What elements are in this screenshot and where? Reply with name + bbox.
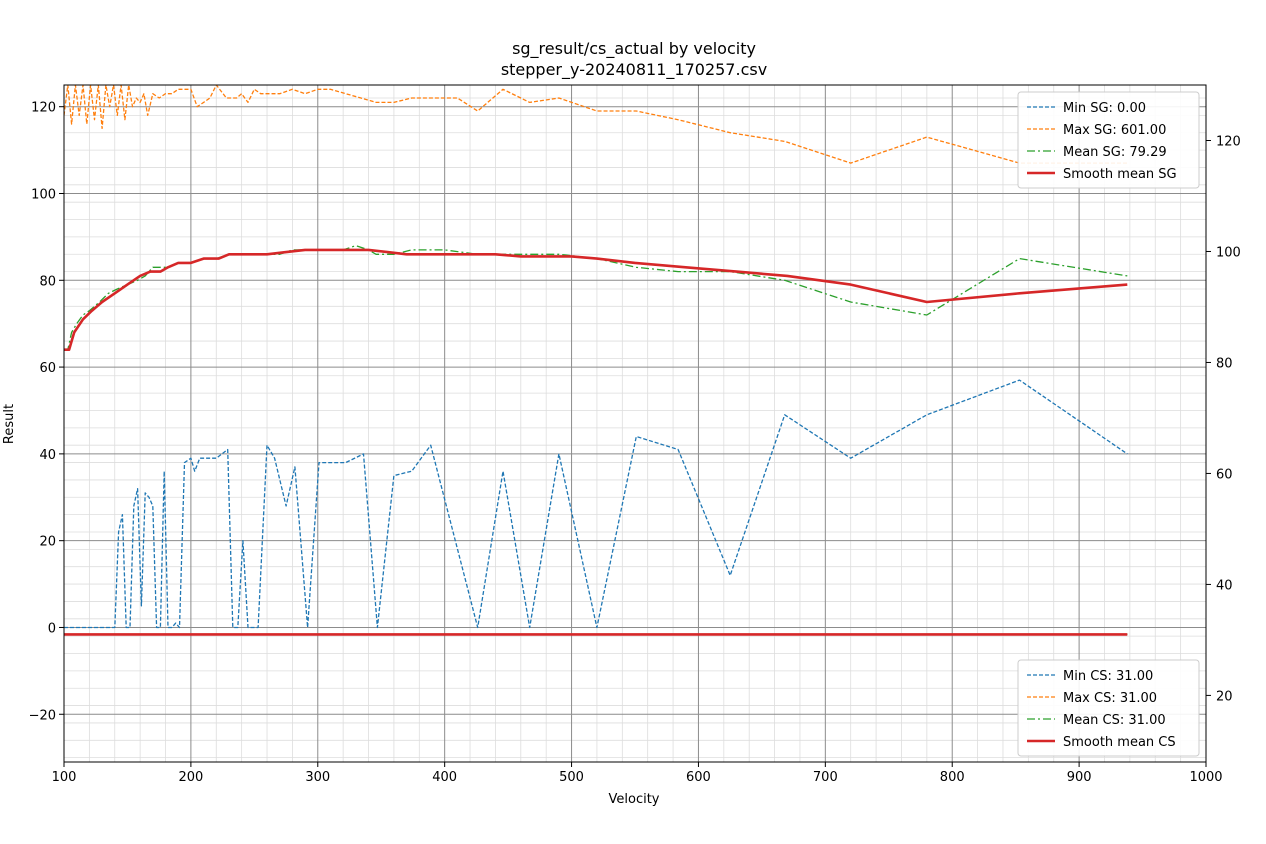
legend-label: Max SG: 601.00 bbox=[1063, 123, 1166, 138]
y-tick-label: 20 bbox=[39, 535, 56, 550]
y2-tick-label: 80 bbox=[1216, 356, 1233, 371]
legend-label: Max CS: 31.00 bbox=[1063, 691, 1157, 706]
y-tick-label: 40 bbox=[39, 448, 56, 463]
series-layer bbox=[64, 85, 1128, 636]
plot-frame bbox=[63, 84, 1207, 763]
x-tick-label: 400 bbox=[432, 770, 457, 785]
y-tick-label: 100 bbox=[31, 187, 56, 202]
x-axis-label: Velocity bbox=[609, 792, 660, 807]
legend-frame bbox=[1017, 91, 1200, 189]
x-tick-label: 500 bbox=[559, 770, 584, 785]
legend-bottom: Min CS: 31.00 Max CS: 31.00 Mean CS: 31.00… bbox=[1017, 659, 1200, 757]
y-tick-label: 60 bbox=[39, 361, 56, 376]
y2-tick-label: 100 bbox=[1216, 245, 1241, 260]
x-tick-label: 800 bbox=[940, 770, 965, 785]
chart-subtitle: stepper_y-20240811_170257.csv bbox=[501, 60, 767, 80]
x-tick-label: 1000 bbox=[1189, 770, 1222, 785]
series-smooth-mean-sg bbox=[64, 248, 1128, 352]
y2-tick-label: 20 bbox=[1216, 689, 1233, 704]
legend-top: Min SG: 0.00 Max SG: 601.00 Mean SG: 79.29… bbox=[1017, 91, 1200, 189]
x-tick-label: 300 bbox=[305, 770, 330, 785]
legend-label: Mean SG: 79.29 bbox=[1063, 145, 1167, 160]
legend-label: Smooth mean SG bbox=[1063, 167, 1177, 182]
legend-frame bbox=[1017, 659, 1200, 757]
y-axis-label: Result bbox=[2, 404, 17, 444]
y-tick-label: −20 bbox=[29, 708, 56, 723]
series-min-sg bbox=[64, 379, 1128, 629]
y2-tick-label: 120 bbox=[1216, 134, 1241, 149]
y2-tick-label: 40 bbox=[1216, 578, 1233, 593]
legend-label: Mean CS: 31.00 bbox=[1063, 713, 1166, 728]
y-tick-label: 120 bbox=[31, 101, 56, 116]
x-tick-label: 100 bbox=[52, 770, 77, 785]
chart-title: sg_result/cs_actual by velocity bbox=[512, 39, 756, 59]
legend-label: Min SG: 0.00 bbox=[1063, 101, 1146, 116]
x-tick-label: 600 bbox=[686, 770, 711, 785]
legend-label: Min CS: 31.00 bbox=[1063, 669, 1153, 684]
y-tick-label: 0 bbox=[48, 621, 56, 636]
series-max-sg bbox=[64, 85, 1128, 164]
grid-lines bbox=[63, 85, 1207, 762]
x-tick-label: 200 bbox=[178, 770, 203, 785]
y2-tick-label: 60 bbox=[1216, 467, 1233, 482]
x-tick-label: 700 bbox=[813, 770, 838, 785]
axis-ticks: 100 200 300 400 500 600 700 800 900 1000 −20 0 20 40 6… bbox=[29, 101, 1241, 785]
legend-label: Smooth mean CS bbox=[1063, 735, 1176, 750]
y-tick-label: 80 bbox=[39, 274, 56, 289]
x-tick-label: 900 bbox=[1067, 770, 1092, 785]
